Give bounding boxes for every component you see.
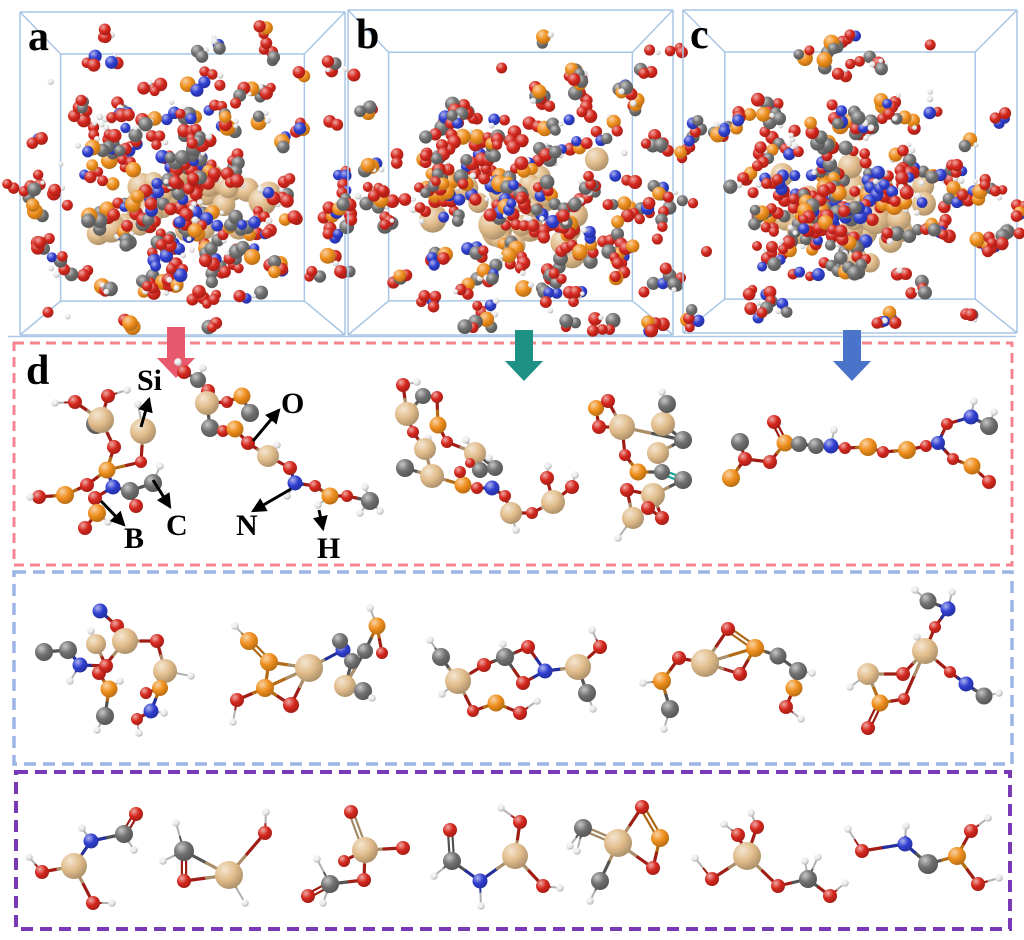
- fragment-middle-4: [639, 622, 816, 733]
- sim-box-a: [2, 11, 358, 336]
- fragment-detail-4: [588, 388, 692, 542]
- annotation-arrow-o: [251, 408, 281, 442]
- fragment-bottom-5: [566, 800, 669, 905]
- fragment-bottom-2: [159, 808, 272, 907]
- element-label-n: N: [236, 509, 258, 542]
- fragment-bottom-3: [301, 805, 410, 907]
- fragment-middle-3: [426, 626, 607, 720]
- annotation-arrow-c: [151, 479, 172, 509]
- fragment-detail-1: [26, 386, 168, 535]
- fragment-bottom-4: [430, 804, 564, 910]
- fragment-middle-1: [35, 603, 195, 737]
- panel-label-a: a: [28, 14, 49, 60]
- annotation-arrow-b: [99, 499, 126, 527]
- panel-label-b: b: [356, 12, 380, 58]
- element-label-c: C: [166, 509, 188, 542]
- fragment-detail-3: [395, 378, 579, 534]
- fragment-detail-5: [722, 397, 998, 489]
- panel-label-d: d: [26, 348, 50, 394]
- region-border-bottom: [14, 770, 1012, 931]
- element-label-o: O: [281, 387, 305, 420]
- fragment-bottom-1: [25, 807, 143, 910]
- element-label-h: H: [317, 532, 341, 565]
- element-label-si: Si: [137, 364, 163, 397]
- fragment-bottom-7: [844, 814, 1003, 891]
- region-border-detail: [12, 341, 1014, 567]
- annotation-arrow-h: [313, 509, 328, 532]
- panel-label-c: c: [690, 12, 709, 58]
- fragment-middle-2: [229, 604, 388, 726]
- element-label-b: B: [124, 522, 145, 555]
- region-border-middle: [12, 570, 1014, 766]
- fragment-middle-5: [846, 586, 1003, 735]
- flow-arrow-2: [505, 330, 543, 381]
- fragment-detail-2: [174, 358, 384, 517]
- fragment-bottom-6: [691, 809, 849, 903]
- annotation-arrow-n: [251, 487, 292, 513]
- annotation-arrow-si: [138, 396, 153, 428]
- flow-arrow-3: [833, 330, 871, 381]
- sim-box-c: [662, 9, 1024, 334]
- sim-box-b: [336, 9, 688, 338]
